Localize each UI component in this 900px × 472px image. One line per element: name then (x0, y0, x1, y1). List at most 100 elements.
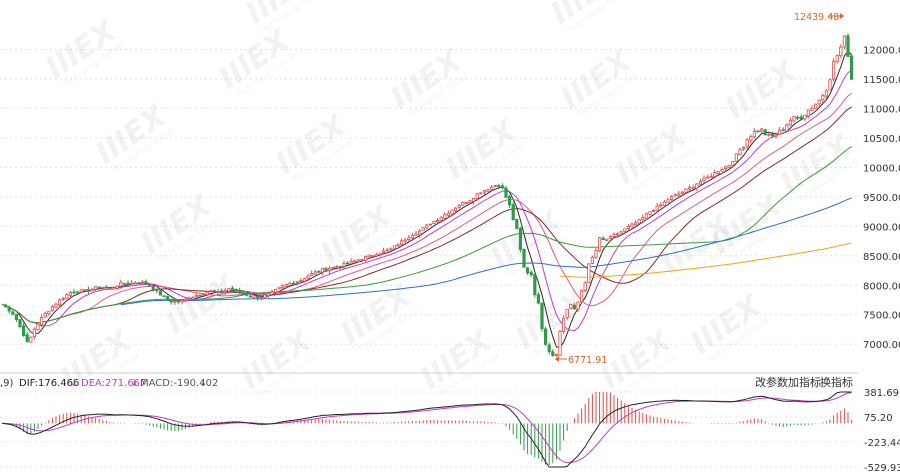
candle-body (778, 129, 782, 135)
candle-body (504, 187, 508, 198)
candle-body (381, 250, 386, 253)
candle-body (558, 330, 562, 356)
candle-body (291, 282, 296, 285)
candle-body (846, 35, 850, 57)
candle-body (104, 286, 108, 289)
candle-body (76, 291, 80, 294)
candle-body (263, 294, 267, 298)
candle-body (850, 55, 854, 80)
candle-body (345, 262, 350, 265)
candle-body (295, 281, 299, 284)
candle-body (569, 304, 573, 309)
candle-body (414, 233, 418, 236)
add-indicator-button[interactable]: 加指标 (788, 375, 821, 389)
candle-body (619, 231, 623, 234)
candle-body (810, 107, 814, 111)
candle-body (605, 238, 609, 241)
candle-body (713, 172, 717, 177)
candle-body (389, 248, 393, 251)
candle-body (734, 153, 739, 162)
candle-body (338, 266, 343, 269)
dea-legend: DEA:271.667 (81, 378, 146, 389)
candle-body (11, 311, 15, 315)
candle-body (785, 124, 789, 132)
candle-body (187, 298, 191, 301)
candle-body (806, 109, 811, 117)
candle-body (306, 275, 310, 279)
candle-body (191, 296, 195, 300)
candle-body (410, 235, 415, 239)
switch-indicator-button[interactable]: 换指标 (820, 375, 853, 389)
candle-body (796, 116, 800, 119)
macd-grid (0, 391, 858, 468)
candle-body (824, 90, 829, 97)
candle-body (32, 328, 37, 338)
candle-body (158, 290, 162, 296)
candle-body (608, 236, 613, 239)
candle-body (799, 116, 803, 120)
candle-body (486, 189, 490, 192)
candle-body (25, 334, 29, 342)
candle-body (227, 288, 231, 292)
candle-body (630, 223, 634, 228)
candle-body (396, 244, 400, 247)
candle-body (417, 230, 422, 236)
candle-body (724, 166, 728, 170)
candle-body (284, 284, 289, 287)
candle-body (201, 293, 206, 296)
candle-body (108, 287, 112, 290)
candle-body (720, 169, 724, 172)
candle-body (623, 228, 627, 232)
candle-body (241, 291, 245, 295)
candle-body (443, 214, 447, 219)
candle-body (659, 204, 663, 207)
candle-body (526, 267, 530, 274)
change-params-button[interactable]: 改参数 (755, 375, 788, 389)
candle-body (547, 344, 551, 352)
candle-body (666, 199, 670, 203)
candle-body (428, 223, 433, 226)
macd-arrow: ↓ (199, 378, 207, 389)
candle-body (68, 291, 72, 296)
candle-body (176, 300, 180, 303)
candle-body (399, 240, 404, 245)
candle-body (252, 295, 256, 298)
candle-body (493, 185, 497, 187)
candle-body (432, 220, 436, 224)
candle-body (363, 256, 368, 261)
candle-body (403, 239, 407, 242)
candle-body (706, 176, 710, 179)
candle-body (648, 211, 652, 215)
candle-body (475, 193, 479, 200)
candle-body (767, 133, 771, 136)
candle-body (223, 290, 227, 293)
candle-body (126, 282, 130, 285)
candle-body (641, 217, 645, 220)
candle-body (673, 194, 677, 197)
candle-body (14, 314, 18, 321)
candle-body (594, 250, 598, 258)
candle-body (814, 103, 818, 110)
candle-body (457, 205, 461, 208)
price-tick-label: 7500.00 (863, 311, 900, 322)
candle-body (540, 302, 544, 329)
candle-body (259, 296, 263, 299)
candle-body (281, 285, 285, 289)
candle-body (702, 177, 706, 182)
candle-body (839, 46, 843, 57)
candle-body (151, 286, 155, 291)
candle-body (598, 237, 602, 252)
candle-body (695, 183, 699, 189)
candle-body (180, 299, 184, 303)
candle-body (36, 323, 40, 330)
price-annotations: 12439.48 6771.91 (555, 12, 844, 366)
